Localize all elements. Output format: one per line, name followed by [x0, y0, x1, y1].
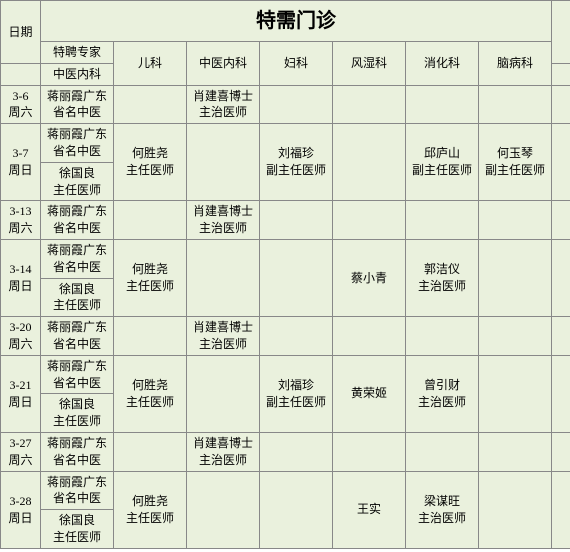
- cell-pediatrics: [114, 85, 187, 124]
- cell-gyn: [260, 239, 333, 316]
- cell-spec: 蒋丽霞广东省名中医: [41, 355, 114, 394]
- cell-digest: 梁谋旺主治医师: [406, 471, 479, 548]
- cell-spec-sub: 徐国良主任医师: [41, 510, 114, 549]
- header-brain: 脑病科: [479, 42, 552, 86]
- cell-empty: [552, 432, 570, 471]
- header-gyn: 妇科: [260, 42, 333, 86]
- cell-rheum: [333, 317, 406, 356]
- cell-empty: [552, 239, 570, 316]
- cell-rheum: 黄荣姬: [333, 355, 406, 432]
- cell-tcm: 肖建喜博士主治医师: [187, 85, 260, 124]
- cell-digest: 邱庐山副主任医师: [406, 124, 479, 201]
- cell-pediatrics: [114, 201, 187, 240]
- header-rheum: 风湿科: [333, 42, 406, 86]
- cell-tcm: [187, 239, 260, 316]
- cell-gyn: [260, 85, 333, 124]
- date-cell: 3-7周日: [1, 124, 41, 201]
- cell-empty: [552, 355, 570, 432]
- cell-empty: [552, 471, 570, 548]
- cell-spec-sub: 徐国良主任医师: [41, 394, 114, 433]
- cell-rheum: 王实: [333, 471, 406, 548]
- date-cell: 3-20周六: [1, 317, 41, 356]
- header-empty2: [552, 63, 570, 85]
- cell-brain: [479, 201, 552, 240]
- cell-pediatrics: 何胜尧主任医师: [114, 355, 187, 432]
- cell-pediatrics: [114, 317, 187, 356]
- cell-tcm: [187, 471, 260, 548]
- cell-tcm: [187, 355, 260, 432]
- cell-spec-sub: 徐国良主任医师: [41, 278, 114, 317]
- cell-tcm: [187, 124, 260, 201]
- cell-rheum: [333, 432, 406, 471]
- header-date: 日期: [1, 1, 41, 64]
- table-title: 特需门诊: [41, 1, 552, 42]
- cell-tcm: 肖建喜博士主治医师: [187, 432, 260, 471]
- cell-brain: [479, 432, 552, 471]
- cell-rheum: [333, 85, 406, 124]
- cell-pediatrics: 何胜尧主任医师: [114, 471, 187, 548]
- cell-spec: 蒋丽霞广东省名中医: [41, 85, 114, 124]
- cell-brain: [479, 355, 552, 432]
- cell-pediatrics: [114, 432, 187, 471]
- cell-digest: 曾引财主治医师: [406, 355, 479, 432]
- date-cell: 3-6周六: [1, 85, 41, 124]
- header-spec-expert: 特聘专家: [41, 42, 114, 64]
- cell-rheum: 蔡小青: [333, 239, 406, 316]
- cell-gyn: 刘福珍副主任医师: [260, 124, 333, 201]
- cell-gyn: [260, 471, 333, 548]
- date-cell: 3-13周六: [1, 201, 41, 240]
- cell-digest: 郭洁仪主治医师: [406, 239, 479, 316]
- cell-digest: [406, 201, 479, 240]
- header-date-empty: [1, 63, 41, 85]
- cell-brain: [479, 471, 552, 548]
- cell-spec: 蒋丽霞广东省名中医: [41, 317, 114, 356]
- cell-gyn: 刘福珍副主任医师: [260, 355, 333, 432]
- cell-gyn: [260, 201, 333, 240]
- cell-pediatrics: 何胜尧主任医师: [114, 124, 187, 201]
- cell-spec-sub: 徐国良主任医师: [41, 162, 114, 201]
- cell-digest: [406, 317, 479, 356]
- cell-gyn: [260, 317, 333, 356]
- cell-brain: [479, 317, 552, 356]
- cell-spec: 蒋丽霞广东省名中医: [41, 432, 114, 471]
- date-cell: 3-21周日: [1, 355, 41, 432]
- schedule-table: 日期 特需门诊 特聘专家 儿科 中医内科 妇科 风湿科 消化科 脑病科 中医内科…: [0, 0, 570, 549]
- cell-brain: 何玉琴副主任医师: [479, 124, 552, 201]
- cell-empty: [552, 85, 570, 124]
- cell-digest: [406, 432, 479, 471]
- cell-spec: 蒋丽霞广东省名中医: [41, 471, 114, 510]
- date-cell: 3-27周六: [1, 432, 41, 471]
- cell-empty: [552, 124, 570, 201]
- header-empty: [552, 1, 570, 64]
- date-cell: 3-14周日: [1, 239, 41, 316]
- cell-gyn: [260, 432, 333, 471]
- cell-digest: [406, 85, 479, 124]
- header-digest: 消化科: [406, 42, 479, 86]
- header-pediatrics: 儿科: [114, 42, 187, 86]
- header-tcm-internal: 中医内科: [187, 42, 260, 86]
- cell-brain: [479, 239, 552, 316]
- cell-spec: 蒋丽霞广东省名中医: [41, 124, 114, 163]
- cell-spec: 蒋丽霞广东省名中医: [41, 201, 114, 240]
- date-cell: 3-28周日: [1, 471, 41, 548]
- cell-pediatrics: 何胜尧主任医师: [114, 239, 187, 316]
- header-spec-sub: 中医内科: [41, 63, 114, 85]
- cell-tcm: 肖建喜博士主治医师: [187, 317, 260, 356]
- cell-brain: [479, 85, 552, 124]
- cell-empty: [552, 201, 570, 240]
- cell-tcm: 肖建喜博士主治医师: [187, 201, 260, 240]
- cell-spec: 蒋丽霞广东省名中医: [41, 239, 114, 278]
- cell-rheum: [333, 124, 406, 201]
- cell-empty: [552, 317, 570, 356]
- cell-rheum: [333, 201, 406, 240]
